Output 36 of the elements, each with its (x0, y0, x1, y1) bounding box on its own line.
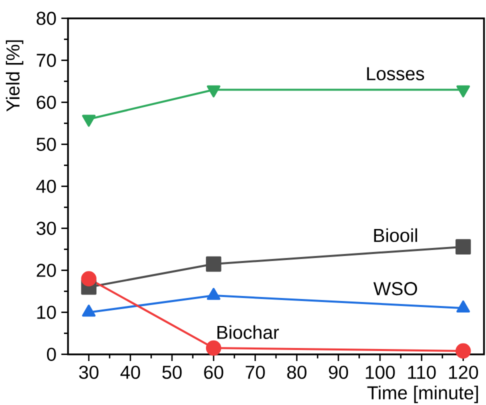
point (206, 288, 220, 300)
x-tick-label: 60 (204, 366, 224, 379)
x-tick-label: 110 (408, 366, 436, 379)
point (456, 343, 471, 359)
series-label: Biochar (217, 325, 279, 339)
x-tick-label: 120 (449, 366, 478, 379)
x-tick-label: 90 (328, 366, 348, 379)
point (456, 300, 470, 312)
y-tick-label: 40 (36, 180, 56, 193)
x-tick-label: 50 (162, 366, 182, 379)
point (206, 85, 220, 98)
y-tick-label: 80 (36, 12, 56, 25)
y-tick-label: 50 (36, 138, 56, 151)
y-axis-title: Yield [%] (6, 40, 24, 112)
point (82, 304, 96, 317)
point (81, 271, 96, 286)
x-tick-label: 40 (120, 366, 140, 379)
point (206, 340, 222, 356)
point (82, 114, 96, 127)
point (206, 256, 222, 272)
series-label: WSO (373, 282, 418, 296)
y-tick-label: 20 (36, 264, 56, 277)
x-tick-label: 70 (246, 366, 265, 379)
y-tick-label: 30 (36, 222, 56, 235)
point (456, 85, 470, 98)
y-tick-label: 70 (36, 54, 56, 67)
x-tick-label: 30 (79, 366, 98, 379)
x-tick-label: 80 (287, 366, 306, 379)
point (456, 239, 471, 254)
x-tick-label: 100 (366, 366, 395, 379)
x-axis-title: Time [minute] (367, 386, 478, 404)
y-tick-label: 60 (36, 96, 56, 109)
series-label: Biooil (374, 228, 418, 242)
y-tick-label: 0 (46, 348, 56, 361)
series-label: Losses (367, 67, 424, 80)
y-tick-label: 10 (37, 306, 56, 319)
